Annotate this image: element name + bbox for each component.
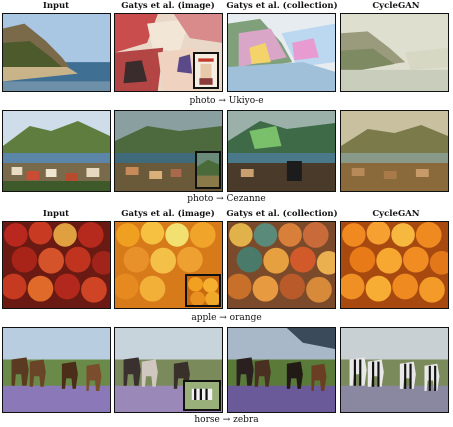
row3-cyclegan-output <box>340 221 449 309</box>
row1-gatys-image-output <box>114 13 223 92</box>
column-header-gatys-collection-2: Gatys et al. (collection) <box>226 209 338 219</box>
row4-gatys-image-output <box>114 327 223 413</box>
column-header-gatys-image-2: Gatys et al. (image) <box>121 209 215 219</box>
row4-input-image <box>2 327 111 413</box>
row4-caption: horse → zebra <box>0 414 453 426</box>
column-header-input-2: Input <box>42 209 70 219</box>
row2-caption: photo → Cezanne <box>0 193 453 205</box>
row1-gatys-collection-output <box>227 13 336 92</box>
column-header-cyclegan: CycleGAN <box>372 1 420 11</box>
row4-caption-text: horse → zebra <box>192 415 261 425</box>
row2-input-image <box>2 110 111 192</box>
row1-caption-text: photo → Ukiyo-e <box>187 96 266 106</box>
row2-style-reference-inset <box>195 151 221 189</box>
header-row-1: Input Gatys et al. (image) Gatys et al. … <box>0 0 453 12</box>
column-header-gatys-image: Gatys et al. (image) <box>121 1 215 11</box>
row3-style-reference-inset <box>185 274 221 307</box>
row1-input-image <box>2 13 111 92</box>
row3-caption-text: apple → orange <box>189 313 264 323</box>
row2-caption-text: photo → Cezanne <box>185 194 268 204</box>
row3-input-image <box>2 221 111 309</box>
row2-cyclegan-output <box>340 110 449 192</box>
row2-gatys-image-output <box>114 110 223 192</box>
column-header-input: Input <box>42 1 70 11</box>
header-row-2: Input Gatys et al. (image) Gatys et al. … <box>0 208 453 220</box>
row1-caption: photo → Ukiyo-e <box>0 95 453 107</box>
row3-gatys-image-output <box>114 221 223 309</box>
row3-caption: apple → orange <box>0 312 453 324</box>
row1-style-reference-inset <box>193 52 219 89</box>
row3-gatys-collection-output <box>227 221 336 309</box>
row4-gatys-collection-output <box>227 327 336 413</box>
row2-gatys-collection-output <box>227 110 336 192</box>
row4-cyclegan-output <box>340 327 449 413</box>
column-header-gatys-collection: Gatys et al. (collection) <box>226 1 338 11</box>
column-header-cyclegan-2: CycleGAN <box>372 209 420 219</box>
row4-style-reference-inset <box>183 380 221 411</box>
row1-cyclegan-output <box>340 13 449 92</box>
